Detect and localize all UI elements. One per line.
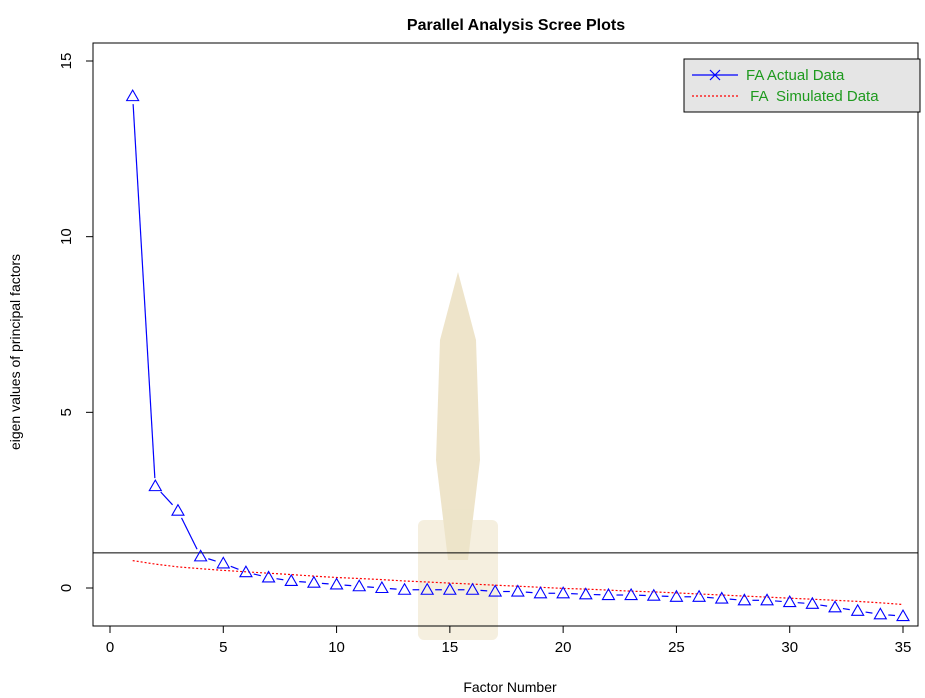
series-layer	[125, 89, 910, 622]
series-actual-point	[171, 503, 185, 516]
series-actual-segment	[208, 558, 216, 562]
series-actual-point	[442, 582, 457, 595]
series-actual-segment	[321, 582, 329, 585]
series-actual-point	[714, 591, 729, 604]
x-tick-label: 20	[555, 639, 572, 656]
chart-title: Parallel Analysis Scree Plots	[407, 17, 625, 34]
series-actual-point	[261, 570, 276, 583]
series-actual-segment	[344, 584, 352, 587]
series-actual-point	[782, 594, 797, 608]
series-actual-point	[420, 582, 435, 595]
series-actual-point	[692, 589, 707, 602]
legend-simulated-label: FA Simulated Data	[746, 88, 879, 105]
x-axis-label: Factor Number	[463, 679, 557, 695]
series-actual-segment	[865, 611, 873, 614]
watermark-logo	[418, 272, 498, 640]
series-actual-segment	[180, 517, 198, 550]
series-actual-segment	[842, 607, 850, 611]
series-actual-point	[216, 556, 231, 569]
series-actual-point	[624, 587, 639, 601]
series-actual-segment	[160, 491, 173, 506]
x-tick-label: 35	[895, 639, 912, 656]
series-actual-segment	[797, 602, 805, 604]
series-actual-point	[148, 479, 163, 492]
series-actual-segment	[480, 589, 488, 592]
series-actual-segment	[253, 573, 261, 577]
series-actual-point	[805, 596, 820, 609]
series-actual-point	[578, 587, 593, 600]
legend-actual-x-marker	[709, 69, 721, 81]
x-tick-label: 15	[442, 639, 459, 656]
series-actual-segment	[707, 596, 714, 599]
series-actual-point	[828, 600, 842, 613]
series-actual-point	[896, 608, 910, 622]
series-simulated-line	[132, 560, 904, 606]
series-actual-point	[556, 586, 571, 599]
series-actual-point	[669, 589, 684, 602]
x-axis: 0 5 10 15 20 25 30 35	[106, 625, 912, 656]
series-actual-segment	[132, 104, 156, 479]
x-tick-label: 0	[106, 639, 114, 656]
series-actual-segment	[230, 565, 239, 570]
series-actual-point	[306, 575, 321, 588]
series-actual-point	[737, 593, 752, 606]
series-actual-point	[850, 603, 865, 616]
series-actual-point	[488, 584, 503, 597]
series-actual-point	[760, 593, 775, 606]
series-actual-segment	[367, 586, 374, 588]
series-actual-point	[646, 588, 661, 601]
series-actual-segment	[888, 614, 896, 617]
series-actual-segment	[820, 604, 828, 607]
series-actual-point	[374, 580, 389, 594]
series-actual-point	[397, 582, 412, 595]
series-actual-point	[601, 587, 616, 601]
plot-frame	[92, 42, 919, 627]
y-tick-label: 0	[58, 584, 75, 592]
x-tick-label: 10	[328, 639, 345, 656]
legend: FA Actual Data FA Simulated Data	[683, 58, 921, 113]
y-tick-label: 10	[58, 228, 75, 245]
series-actual-point	[193, 549, 208, 562]
series-actual-segment	[389, 588, 397, 590]
series-actual-point	[125, 89, 140, 102]
y-tick-label: 5	[58, 408, 75, 416]
legend-actual-label: FA Actual Data	[746, 67, 845, 84]
x-tick-label: 30	[781, 639, 798, 656]
series-actual-point	[352, 579, 367, 592]
series-actual-point	[238, 565, 253, 578]
series-actual-point	[533, 586, 548, 599]
x-tick-label: 25	[668, 639, 685, 656]
y-axis: 0 5 10 15	[58, 53, 94, 592]
series-actual-point	[465, 582, 480, 595]
series-actual-segment	[299, 580, 306, 583]
legend-box	[683, 58, 921, 113]
series-actual-point	[510, 584, 525, 597]
series-actual-point	[873, 607, 888, 620]
series-actual-point	[284, 573, 299, 587]
series-actual-segment	[525, 591, 533, 594]
series-actual-segment	[774, 600, 782, 603]
y-tick-label: 15	[58, 53, 75, 70]
y-axis-label: eigen values of principal factors	[7, 254, 23, 450]
series-actual-segment	[276, 578, 284, 581]
series-actual-segment	[729, 598, 737, 601]
series-actual-point	[329, 577, 344, 590]
x-tick-label: 5	[219, 639, 227, 656]
